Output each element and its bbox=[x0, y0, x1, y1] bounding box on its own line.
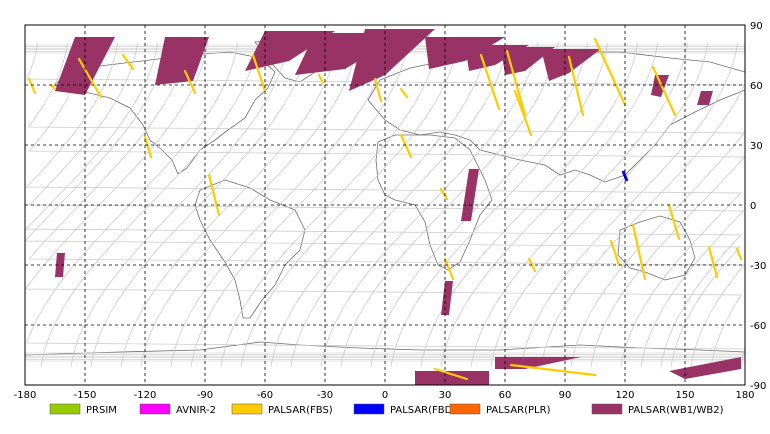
legend-label: PALSAR(WB1/WB2) bbox=[628, 405, 724, 416]
lat-tick-label: 60 bbox=[750, 81, 763, 92]
lon-tick-label: -180 bbox=[14, 390, 37, 401]
orbit-track bbox=[24, 42, 743, 368]
legend-label: PALSAR(FBS) bbox=[268, 405, 333, 416]
legend-swatch bbox=[231, 403, 263, 415]
palsar-wb-swath bbox=[697, 91, 713, 105]
palsar-wb-swath bbox=[669, 357, 741, 379]
legend-label: AVNIR-2 bbox=[176, 405, 216, 416]
orbit-track bbox=[220, 42, 438, 368]
coverage-layer bbox=[27, 29, 743, 385]
orbit-track bbox=[370, 42, 588, 368]
palsar-fbs-stripe bbox=[479, 53, 501, 111]
palsar-fbs-stripe bbox=[27, 77, 37, 95]
palsar-fbs-stripe bbox=[609, 239, 621, 267]
lon-tick-label: 30 bbox=[439, 390, 452, 401]
legend-label: PRSIM bbox=[86, 405, 117, 416]
coastline-africa bbox=[375, 134, 493, 271]
lat-tick-label: 30 bbox=[750, 141, 763, 152]
orbit-track bbox=[340, 42, 558, 368]
lon-tick-label: -150 bbox=[74, 390, 97, 401]
palsar-fbs-stripe bbox=[399, 133, 413, 159]
orbit-track bbox=[520, 42, 738, 368]
palsar-wb-swath bbox=[461, 169, 479, 221]
legend: PRSIM AVNIR-2 PALSAR(FBS) PALSAR(FBD) PALSAR… bbox=[49, 403, 724, 416]
legend-item: PALSAR(FBS) bbox=[231, 403, 333, 416]
palsar-fbs-stripe bbox=[251, 53, 267, 93]
legend-swatch bbox=[449, 403, 481, 415]
palsar-fbs-stripe bbox=[505, 49, 527, 117]
legend-swatch bbox=[591, 403, 623, 415]
orbit-track bbox=[490, 42, 708, 368]
palsar-wb-swath bbox=[55, 253, 65, 277]
tick-labels: -180 -150 -120 -90 -60 -30 0 30 60 90 120 150 180 90 6… bbox=[14, 21, 767, 401]
palsar-fbs-stripe bbox=[77, 57, 103, 99]
palsar-fbs-stripe bbox=[207, 173, 221, 217]
lat-tick-label: -90 bbox=[750, 381, 766, 392]
lon-tick-label: 90 bbox=[559, 390, 572, 401]
palsar-fbs-stripe bbox=[707, 245, 719, 279]
lat-tick-label: 90 bbox=[750, 21, 763, 32]
legend-label: PALSAR(PLR) bbox=[486, 405, 551, 416]
palsar-fbs-stripe bbox=[317, 73, 325, 85]
palsar-fbs-stripe bbox=[593, 37, 627, 107]
lon-tick-label: -120 bbox=[134, 390, 157, 401]
lat-tick-label: -60 bbox=[750, 321, 766, 332]
palsar-wb-swath bbox=[55, 37, 115, 95]
legend-item: PALSAR(WB1/WB2) bbox=[591, 403, 724, 416]
palsar-fbs-stripe bbox=[667, 203, 681, 241]
lon-tick-label: -30 bbox=[317, 390, 333, 401]
orbit-track bbox=[70, 42, 288, 368]
palsar-fbs-stripe bbox=[567, 55, 585, 117]
orbit-track bbox=[40, 42, 258, 368]
lon-tick-label: 150 bbox=[675, 390, 694, 401]
lon-tick-label: 180 bbox=[735, 390, 754, 401]
palsar-fbs-stripe bbox=[631, 223, 647, 281]
orbit-track bbox=[28, 42, 745, 368]
legend-swatch bbox=[353, 403, 385, 415]
palsar-fbs-stripe bbox=[143, 135, 153, 159]
palsar-fbs-stripe bbox=[735, 247, 743, 261]
palsar-fbs-stripe bbox=[183, 69, 197, 95]
palsar-fbs-stripe bbox=[513, 89, 533, 137]
lon-tick-label: 0 bbox=[382, 390, 388, 401]
palsar-fbs-stripe bbox=[509, 363, 597, 377]
palsar-fbs-stripe bbox=[651, 65, 677, 117]
palsar-wb-swath bbox=[349, 29, 435, 91]
lat-tick-label: -30 bbox=[750, 261, 766, 272]
palsar-wb-swath bbox=[501, 47, 555, 75]
palsar-fbs-stripe bbox=[443, 257, 455, 281]
palsar-fbs-stripe bbox=[433, 367, 469, 381]
legend-item: PRSIM bbox=[49, 403, 117, 416]
orbit-track bbox=[24, 42, 741, 368]
palsar-fbs-stripe bbox=[399, 87, 409, 99]
coastline-australia bbox=[617, 215, 696, 281]
palsar-fbs-stripe bbox=[121, 53, 135, 71]
palsar-wb-swath bbox=[651, 75, 669, 97]
orbit-track bbox=[190, 42, 408, 368]
legend-item: PALSAR(PLR) bbox=[449, 403, 551, 416]
graticule bbox=[24, 24, 746, 386]
palsar-wb-swath bbox=[155, 37, 209, 85]
lat-tick-label: 0 bbox=[750, 201, 756, 212]
legend-swatch bbox=[139, 403, 171, 415]
legend-label: PALSAR(FBD) bbox=[390, 405, 456, 416]
legend-swatch bbox=[49, 403, 81, 415]
palsar-fbs-stripe bbox=[439, 187, 449, 201]
palsar-wb-swath bbox=[441, 281, 453, 315]
lon-tick-label: 120 bbox=[615, 390, 634, 401]
lon-tick-label: 60 bbox=[499, 390, 512, 401]
legend-item: AVNIR-2 bbox=[139, 403, 216, 416]
map-frame bbox=[24, 24, 746, 386]
palsar-fbs-stripe bbox=[373, 77, 383, 103]
coastline-south-america bbox=[194, 179, 306, 319]
lon-tick-label: -90 bbox=[197, 390, 213, 401]
palsar-wb-swath bbox=[415, 371, 489, 385]
palsar-fbs-stripe bbox=[49, 83, 57, 91]
lon-tick-label: -60 bbox=[257, 390, 273, 401]
legend-item: PALSAR(FBD) bbox=[353, 403, 456, 416]
